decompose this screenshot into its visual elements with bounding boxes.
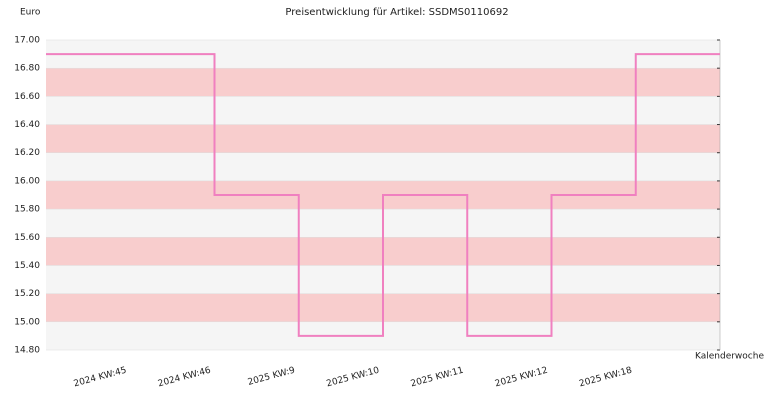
plot-band xyxy=(46,124,720,153)
x-tick-label: 2025 KW:11 xyxy=(410,366,465,390)
y-tick-label: 15.40 xyxy=(14,261,40,271)
y-tick-label: 15.20 xyxy=(14,289,40,299)
y-tick-label: 16.20 xyxy=(14,148,40,158)
y-tick-label: 16.00 xyxy=(14,176,40,186)
y-tick-label: 16.60 xyxy=(14,92,40,102)
x-tick-label: 2025 KW:18 xyxy=(578,366,633,390)
y-tick-label: 15.80 xyxy=(14,205,40,215)
y-tick-label: 17.00 xyxy=(14,36,40,46)
plot-band xyxy=(46,152,720,181)
price-line xyxy=(46,53,720,337)
y-tick-label: 16.40 xyxy=(14,120,40,130)
plot-band xyxy=(46,96,720,125)
x-tick-label: 2025 KW:9 xyxy=(247,366,297,388)
chart-title: Preisentwicklung für Artikel: SSDMS01106… xyxy=(285,7,508,18)
y-tick-label: 14.80 xyxy=(14,346,40,356)
y-axis-label: Euro xyxy=(20,8,41,18)
y-tick-label: 16.80 xyxy=(14,64,40,74)
y-tick-label: 15.00 xyxy=(14,317,40,327)
x-tick-label: 2024 KW:46 xyxy=(157,366,212,390)
x-tick-label: 2025 KW:12 xyxy=(494,366,549,390)
x-tick-label: 2024 KW:45 xyxy=(73,366,128,390)
x-axis-label: Kalenderwoche xyxy=(695,352,764,362)
plot-band xyxy=(46,68,720,97)
y-tick-label: 15.60 xyxy=(14,233,40,243)
x-tick-label: 2025 KW:10 xyxy=(325,366,380,390)
